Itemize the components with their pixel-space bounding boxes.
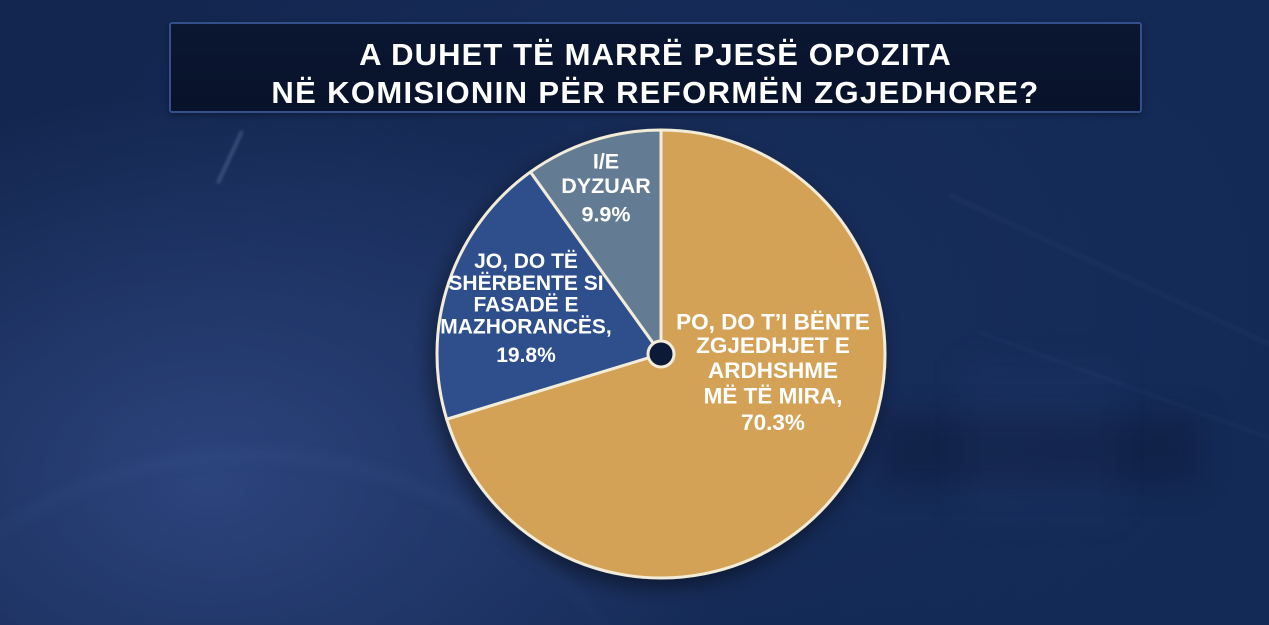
svg-text:JO, DO TË: JO, DO TË [474, 250, 578, 273]
svg-text:9.9%: 9.9% [581, 203, 630, 227]
svg-text:19.8%: 19.8% [496, 344, 556, 367]
svg-text:PO, DO T’I BËNTE: PO, DO T’I BËNTE [676, 310, 870, 335]
svg-text:FASADË E: FASADË E [473, 294, 578, 317]
svg-text:SHËRBENTE SI: SHËRBENTE SI [448, 272, 603, 295]
svg-text:MAZHORANCËS,: MAZHORANCËS, [440, 316, 612, 339]
svg-text:MË TË MIRA,: MË TË MIRA, [704, 384, 843, 409]
svg-text:ARDHSHME: ARDHSHME [708, 358, 838, 383]
svg-text:DYZUAR: DYZUAR [561, 174, 651, 198]
svg-text:ZGJEDHJET E: ZGJEDHJET E [696, 333, 850, 358]
svg-text:70.3%: 70.3% [741, 410, 805, 435]
svg-text:I/E: I/E [593, 150, 619, 174]
